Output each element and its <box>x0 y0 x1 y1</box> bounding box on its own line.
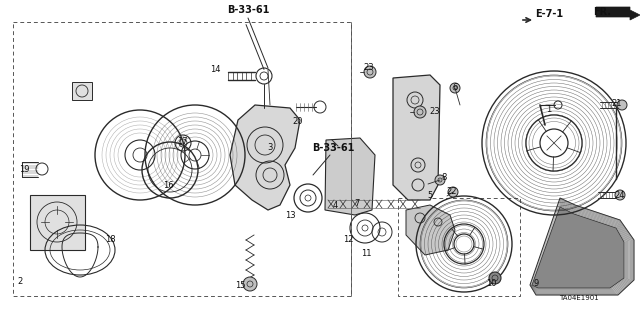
Polygon shape <box>325 138 375 215</box>
Text: 18: 18 <box>105 235 115 244</box>
Text: 1: 1 <box>547 106 552 115</box>
Circle shape <box>414 106 426 118</box>
Text: 8: 8 <box>442 174 447 182</box>
Bar <box>13 22 351 296</box>
Text: 5: 5 <box>428 191 433 201</box>
Text: 9: 9 <box>533 279 539 288</box>
Circle shape <box>450 83 460 93</box>
Text: 14: 14 <box>210 65 220 75</box>
Text: B-33-61: B-33-61 <box>227 5 269 15</box>
Circle shape <box>364 66 376 78</box>
Polygon shape <box>530 198 634 295</box>
Circle shape <box>617 100 627 110</box>
Polygon shape <box>406 205 455 255</box>
Text: 2: 2 <box>17 278 22 286</box>
Text: 6: 6 <box>452 84 458 93</box>
Text: TA04E1901: TA04E1901 <box>559 295 599 301</box>
Text: 17: 17 <box>177 137 188 146</box>
Text: 19: 19 <box>19 166 29 174</box>
Text: 12: 12 <box>343 235 353 244</box>
Text: 22: 22 <box>447 188 457 197</box>
Circle shape <box>435 175 445 185</box>
Polygon shape <box>393 75 440 200</box>
Text: FR.: FR. <box>593 7 611 17</box>
Text: 7: 7 <box>355 199 360 209</box>
Text: 20: 20 <box>292 117 303 127</box>
Text: 11: 11 <box>361 249 371 257</box>
Text: 4: 4 <box>332 201 338 210</box>
Text: 10: 10 <box>486 279 496 288</box>
Text: 24: 24 <box>615 191 625 201</box>
Polygon shape <box>532 207 624 288</box>
Polygon shape <box>596 7 640 20</box>
Circle shape <box>243 277 257 291</box>
Circle shape <box>448 187 458 197</box>
Text: 15: 15 <box>235 281 245 291</box>
Polygon shape <box>230 105 300 210</box>
Bar <box>398 198 520 296</box>
Text: 16: 16 <box>163 181 173 189</box>
Circle shape <box>489 272 501 284</box>
Text: 23: 23 <box>429 108 440 116</box>
Text: 21: 21 <box>612 100 622 108</box>
Text: 13: 13 <box>285 211 295 219</box>
Text: E-7-1: E-7-1 <box>535 9 563 19</box>
Bar <box>30 195 85 250</box>
Bar <box>72 82 92 100</box>
Text: 23: 23 <box>364 63 374 72</box>
Text: B-33-61: B-33-61 <box>312 143 354 153</box>
Circle shape <box>615 190 625 200</box>
Text: 3: 3 <box>268 144 273 152</box>
